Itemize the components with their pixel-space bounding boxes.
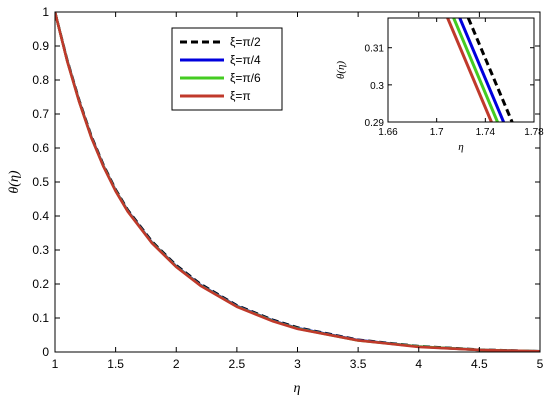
inset-series-line-0	[466, 18, 514, 122]
main-y-tick-label: 0.5	[32, 175, 49, 189]
main-x-tick-label: 1.5	[107, 357, 124, 371]
inset-series-line-1	[458, 18, 505, 122]
main-series-lines	[55, 12, 540, 352]
legend: ξ=π/2 ξ=π/4 ξ=π/6 ξ=π	[171, 27, 283, 111]
main-y-axis-label: θ(η)	[7, 170, 22, 193]
main-x-tick-label: 5	[537, 357, 544, 371]
main-x-tick-label: 2.5	[229, 357, 246, 371]
main-y-tick-label: 0.3	[32, 243, 49, 257]
main-y-tick-label: 0.6	[32, 141, 49, 155]
main-y-tick-label: 0.4	[32, 209, 49, 223]
legend-label-2: ξ=π/6	[230, 71, 261, 85]
inset-y-tick-label: 0.29	[365, 118, 385, 129]
main-y-axis: 0 0.1 0.2 0.3 0.4 0.5 0.6 0.7 0.8 0.9 1	[32, 5, 540, 359]
inset-x-tick-label: 1.78	[524, 127, 544, 138]
main-y-tick-label: 0.1	[32, 311, 49, 325]
inset-y-axis: 0.29 0.3 0.31	[365, 44, 534, 129]
main-x-axis: 1 1.5 2 2.5 3 3.5 4 4.5 5	[52, 12, 544, 371]
inset-plot: 1.66 1.7 1.74 1.78 0.29 0.3 0.31 η θ(η)	[335, 17, 544, 153]
inset-y-tick-label: 0.31	[365, 44, 385, 55]
main-x-axis-label: η	[294, 381, 301, 396]
main-x-tick-label: 4.5	[471, 357, 488, 371]
main-x-tick-label: 1	[52, 357, 59, 371]
inset-series-lines	[446, 18, 514, 122]
main-y-tick-label: 1	[42, 5, 49, 19]
inset-y-axis-label: θ(η)	[335, 61, 347, 80]
inset-x-tick-label: 1.7	[430, 127, 444, 138]
inset-x-axis-label: η	[458, 141, 463, 153]
main-x-tick-label: 3.5	[350, 357, 367, 371]
inset-y-tick-label: 0.3	[370, 81, 384, 92]
inset-x-tick-label: 1.66	[378, 127, 398, 138]
main-x-tick-label: 4	[415, 357, 422, 371]
legend-label-1: ξ=π/4	[230, 53, 261, 67]
main-y-tick-label: 0.9	[32, 39, 49, 53]
inset-series-line-3	[446, 18, 493, 122]
legend-box	[171, 27, 283, 111]
main-y-tick-label: 0.2	[32, 277, 49, 291]
inset-x-axis: 1.66 1.7 1.74 1.78	[378, 18, 544, 138]
inset-plot-frame	[387, 17, 535, 123]
main-x-tick-label: 2	[173, 357, 180, 371]
main-y-tick-label: 0.8	[32, 73, 49, 87]
main-series-line-3	[55, 12, 540, 352]
main-y-tick-label: 0	[42, 345, 49, 359]
main-x-tick-label: 3	[294, 357, 301, 371]
inset-x-tick-label: 1.74	[476, 127, 496, 138]
legend-label-3: ξ=π	[230, 89, 251, 103]
legend-label-0: ξ=π/2	[230, 35, 261, 49]
inset-series-line-2	[452, 18, 499, 122]
main-y-tick-label: 0.7	[32, 107, 49, 121]
